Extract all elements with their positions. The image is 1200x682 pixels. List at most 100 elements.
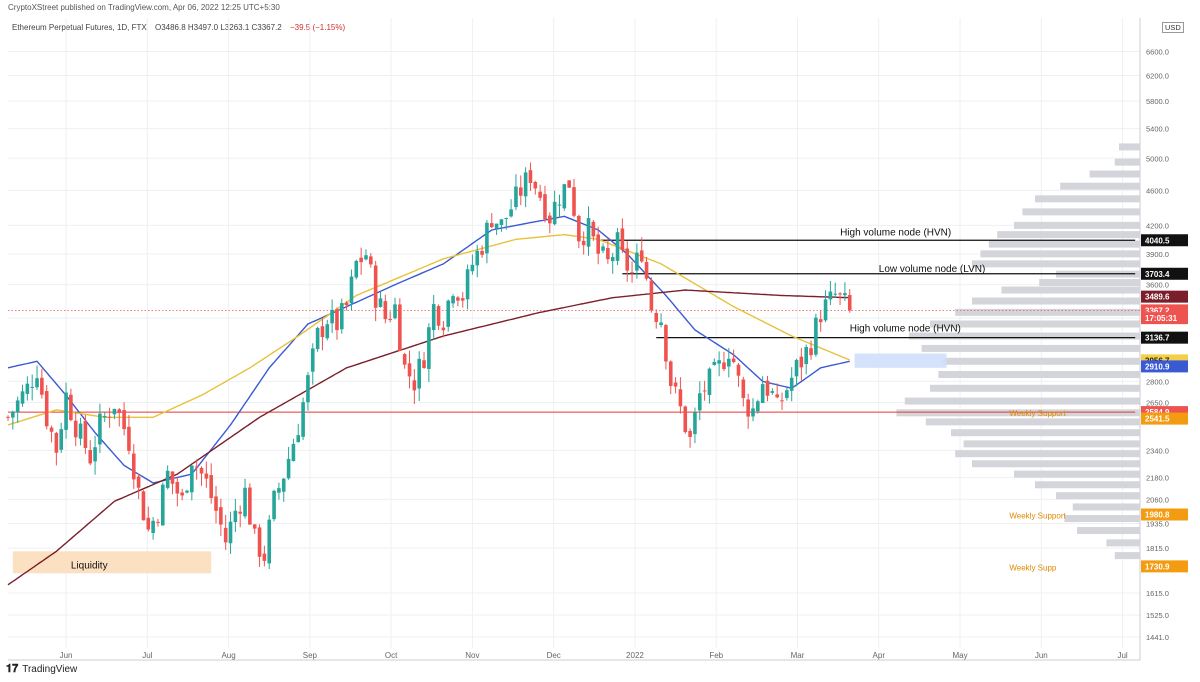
- candle-body: [460, 298, 465, 301]
- candle-body: [581, 240, 586, 246]
- candle-body: [436, 306, 441, 326]
- candle-body: [451, 296, 455, 304]
- candle-body: [378, 298, 383, 307]
- candle-body: [668, 361, 673, 387]
- candle-body: [639, 250, 644, 262]
- candle-body: [838, 293, 842, 295]
- ma-mid-line: [7, 233, 850, 426]
- currency-button[interactable]: USD: [1162, 22, 1184, 33]
- month-tick-label: Jun: [1035, 651, 1048, 660]
- price-badge-label: 1730.9: [1145, 562, 1170, 571]
- volume-profile-bar: [938, 371, 1140, 379]
- price-badge-label: 4040.5: [1145, 236, 1170, 245]
- candle-body: [330, 309, 334, 324]
- candle-body: [843, 293, 847, 296]
- candle-body: [572, 187, 576, 216]
- volume-profile-bar: [1039, 279, 1140, 287]
- price-tick-label: 1815.0: [1146, 544, 1169, 553]
- candle-body: [349, 276, 354, 304]
- candle-body: [528, 170, 533, 183]
- candle-body: [165, 470, 170, 488]
- candle-body: [204, 473, 209, 479]
- price-badge-label: 17:05:31: [1145, 314, 1178, 323]
- candle-body: [441, 327, 446, 331]
- candle-body: [615, 232, 620, 261]
- candle-body: [673, 382, 678, 387]
- volume-profile-bar: [1114, 552, 1140, 560]
- candle-body: [533, 181, 538, 189]
- price-tick-label: 1525.0: [1146, 611, 1169, 620]
- volume-profile-bar: [1089, 170, 1140, 178]
- candle-body: [20, 391, 25, 404]
- candle-body: [310, 348, 315, 372]
- price-badge-label: 3367.2: [1145, 306, 1170, 315]
- candle-body: [25, 383, 30, 394]
- candle-body: [596, 234, 600, 254]
- candle-body: [789, 377, 794, 391]
- candle-body: [770, 391, 775, 393]
- candle-body: [548, 215, 552, 224]
- symbol-line: Ethereum Perpetual Futures, 1D, FTX O348…: [12, 23, 345, 32]
- volume-profile-bar: [955, 308, 1140, 316]
- candle-body: [127, 426, 131, 451]
- price-tick-label: 3900.0: [1146, 250, 1169, 259]
- candle-body: [518, 187, 523, 196]
- publisher-line: CryptoXStreet published on TradingView.c…: [8, 3, 280, 12]
- tradingview-logo-icon: 𝟏𝟕: [6, 663, 19, 675]
- volume-profile-bar: [997, 231, 1140, 239]
- price-tick-label: 4600.0: [1146, 186, 1169, 195]
- liquidity-zone: [12, 551, 212, 574]
- candle-body: [325, 324, 330, 339]
- candle-body: [180, 492, 184, 496]
- candle-body: [291, 443, 296, 462]
- month-tick-label: Jul: [1117, 651, 1127, 660]
- candle-body: [601, 246, 605, 251]
- candle-body: [417, 358, 421, 389]
- candle-body: [383, 301, 388, 320]
- volume-profile-bar: [1014, 221, 1140, 229]
- volume-profile-bar: [1014, 470, 1140, 478]
- volume-profile: [896, 143, 1140, 560]
- volume-profile-bar: [925, 418, 1140, 426]
- volume-profile-bar: [988, 240, 1140, 248]
- candle-body: [262, 553, 267, 561]
- candle-body: [480, 250, 484, 255]
- ohlc-values: O3486.8 H3497.0 L3263.1 C3367.2: [154, 23, 282, 32]
- price-tick-label: 5000.0: [1146, 154, 1169, 163]
- candle-body: [693, 412, 697, 435]
- candle-body: [456, 297, 460, 301]
- candle-body: [69, 394, 73, 421]
- volume-profile-bar: [1001, 286, 1140, 294]
- candle-body: [15, 400, 20, 413]
- candle-body: [344, 302, 349, 306]
- price-tick-label: 2340.0: [1146, 446, 1169, 455]
- candle-body: [470, 264, 475, 272]
- candle-body: [296, 435, 301, 443]
- month-tick-label: Apr: [873, 651, 886, 660]
- candle-body: [83, 420, 88, 448]
- candle-body: [523, 172, 528, 197]
- price-tick-label: 2060.0: [1146, 495, 1169, 504]
- candle-body: [281, 478, 286, 492]
- month-tick-label: Jun: [60, 651, 73, 660]
- candle-body: [785, 390, 789, 399]
- candle-body: [552, 201, 557, 225]
- candle-body: [557, 204, 562, 206]
- moving-averages: [7, 215, 850, 586]
- candle-body: [306, 375, 310, 403]
- candle-body: [635, 252, 639, 271]
- candle-body: [625, 248, 630, 271]
- candle-body: [591, 221, 596, 237]
- candle-body: [88, 450, 93, 464]
- volume-profile-bar: [921, 344, 1140, 352]
- candle-body: [40, 377, 44, 395]
- price-badge: [1141, 508, 1188, 521]
- candle-body: [620, 228, 625, 251]
- price-tick-label: 6600.0: [1146, 47, 1169, 56]
- candle-body: [809, 348, 813, 356]
- candle-body: [727, 358, 731, 367]
- tradingview-footer: 𝟏𝟕 TradingView: [6, 663, 77, 676]
- candle-body: [823, 299, 828, 321]
- price-tick-label: 4200.0: [1146, 221, 1169, 230]
